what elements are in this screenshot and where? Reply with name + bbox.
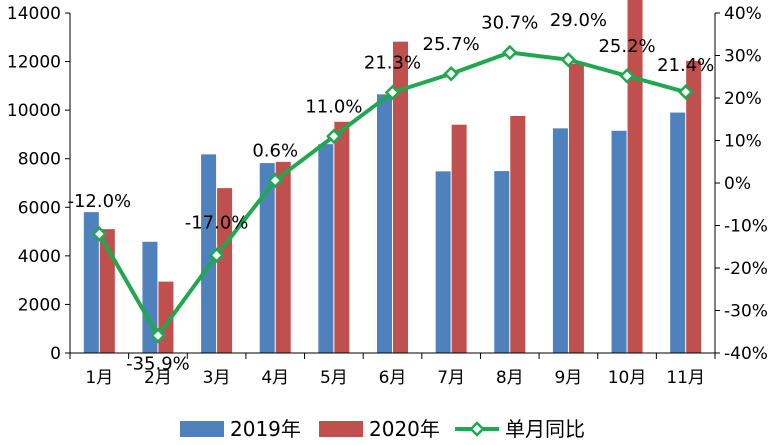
y-right-tick-label: 30%: [724, 47, 762, 67]
bar-series2-11: [686, 60, 702, 353]
x-tick-label: 2月: [144, 368, 172, 388]
y-right-tick-label: 10%: [724, 132, 762, 152]
bar-series2-9: [568, 63, 584, 353]
line-point-2: [150, 327, 166, 344]
y-left-tick-label: 2000: [18, 295, 61, 315]
data-label-8: 30.7%: [481, 13, 538, 34]
bar-series2-1: [99, 229, 115, 353]
bar-series2-6: [393, 41, 408, 354]
bar-series1-11: [670, 112, 686, 353]
x-tick-label: 1月: [85, 368, 113, 388]
y-left-tick-label: 12000: [7, 53, 61, 73]
bar-series1-4: [259, 163, 275, 353]
bar-series1-6: [377, 94, 392, 353]
legend-label-3: 单月同比: [505, 417, 585, 441]
legend-swatch-2: [319, 421, 363, 437]
line-point-11: [677, 84, 694, 100]
line-point-4: [267, 172, 283, 189]
line-point-9: [560, 51, 577, 68]
y-right-tick-label: 20%: [724, 89, 762, 109]
bar-series1-9: [552, 128, 568, 353]
x-tick-label: 10月: [608, 368, 647, 388]
x-tick-label: 7月: [437, 368, 465, 388]
y-left-tick-label: 10000: [7, 101, 61, 121]
legend: 2019年 2020年 单月同比: [180, 417, 585, 441]
legend-label-2: 2020年: [369, 417, 440, 441]
legend-marker: [469, 421, 485, 437]
data-label-4: 0.6%: [252, 140, 298, 161]
line-point-5: [326, 128, 342, 145]
y-right-tick-label: 0%: [724, 174, 751, 194]
axes-layer: 0 2000 4000 6000 8000 10000 12000 14000 -40% -30%…: [7, 4, 768, 388]
line-point-6: [384, 84, 401, 101]
data-label-9: 29.0%: [550, 10, 607, 31]
bar-series1-8: [494, 171, 510, 353]
bar-series2-10: [627, 0, 643, 354]
bar-series2-8: [510, 115, 526, 353]
line-point-3: [208, 247, 225, 264]
line-point-1: [91, 226, 108, 242]
bar-series1-5: [318, 144, 334, 353]
x-tick-label: 11月: [666, 368, 705, 388]
x-tick-label: 5月: [320, 368, 348, 388]
data-label-3: -17.0%: [185, 212, 249, 233]
y-right-tick-label: -20%: [724, 259, 768, 279]
x-tick-label: 8月: [496, 368, 524, 388]
x-tick-label: 6月: [379, 368, 407, 388]
x-tick-label: 9月: [554, 368, 582, 388]
data-labels-layer: -12.0% -35.9% -17.0% 0.6% 11.0% 21.3%25.7%30.…: [67, 10, 714, 375]
bar-series2-3: [217, 188, 233, 353]
bar-series1-7: [435, 171, 451, 353]
x-tick-label: 4月: [261, 368, 289, 388]
bar-series2-4: [275, 161, 291, 353]
data-label-10: 25.2%: [598, 36, 655, 57]
bar-series1-1: [83, 212, 99, 353]
y-left-tick-label: 0: [50, 344, 61, 364]
line-series-layer: [91, 44, 694, 344]
data-label-6: 21.3%: [364, 52, 421, 73]
y-right-tick-label: -10%: [724, 217, 768, 237]
x-tick-label: 3月: [203, 368, 231, 388]
y-left-tick-label: 4000: [18, 247, 61, 267]
data-label-5: 11.0%: [305, 96, 362, 117]
line-point-10: [619, 68, 635, 84]
y-right-tick-label: -40%: [724, 344, 768, 364]
line-point-8: [502, 44, 518, 61]
bar-series1-10: [611, 130, 627, 353]
bars-layer: [83, 0, 702, 354]
y-left-tick-label: 14000: [7, 4, 61, 24]
data-label-1: -12.0%: [67, 191, 131, 212]
data-label-7: 25.7%: [423, 34, 480, 55]
bar-series2-5: [334, 121, 350, 353]
data-label-11: 21.4%: [657, 55, 714, 76]
line-point-7: [443, 66, 459, 82]
legend-label-1: 2019年: [230, 417, 301, 441]
legend-swatch-1: [180, 421, 224, 437]
y-left-tick-label: 8000: [18, 150, 61, 170]
data-label-2: -35.9%: [126, 354, 190, 375]
bar-series1-3: [201, 154, 217, 353]
y-right-tick-label: -30%: [724, 302, 768, 322]
bar-series2-7: [451, 124, 467, 353]
y-right-tick-label: 40%: [724, 4, 762, 24]
y-left-tick-label: 6000: [18, 198, 61, 218]
